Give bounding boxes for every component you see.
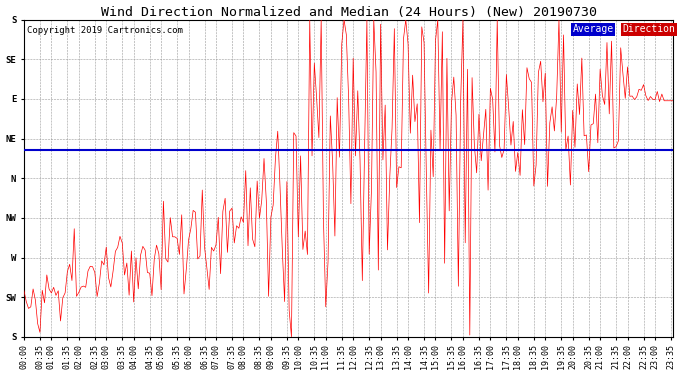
Text: Copyright 2019 Cartronics.com: Copyright 2019 Cartronics.com [27,26,183,35]
Text: Direction: Direction [622,24,676,34]
Text: Average: Average [573,24,614,34]
Title: Wind Direction Normalized and Median (24 Hours) (New) 20190730: Wind Direction Normalized and Median (24… [101,6,597,18]
